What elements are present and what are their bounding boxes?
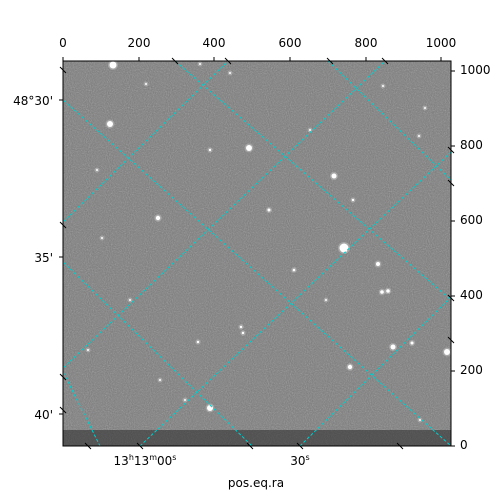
wcs-tick xyxy=(59,373,67,381)
star xyxy=(155,215,161,221)
star xyxy=(444,349,450,355)
sky-noise xyxy=(63,61,451,446)
ra-grid-line xyxy=(174,61,451,301)
bottom-dark-band xyxy=(63,430,451,446)
wcs-tick xyxy=(171,57,179,65)
star xyxy=(196,340,200,344)
dec-grid-line xyxy=(139,151,451,446)
star xyxy=(87,349,89,351)
dec-grid-line xyxy=(63,61,386,369)
right-tick-label: 800 xyxy=(460,138,483,152)
dec-tick-label: 35' xyxy=(34,251,53,265)
star xyxy=(418,135,420,137)
right-tick-label: 400 xyxy=(460,288,483,302)
star xyxy=(424,107,426,109)
ra-grid-line xyxy=(63,371,101,446)
star xyxy=(380,290,384,294)
star xyxy=(410,341,414,345)
star xyxy=(309,129,311,131)
wcs-tick xyxy=(224,57,232,65)
left-dec-labels: 48°30' 35' 40' xyxy=(13,94,53,422)
right-tick-label: 1000 xyxy=(460,63,491,77)
star xyxy=(159,379,161,381)
star xyxy=(199,63,201,65)
image-panel xyxy=(63,61,451,446)
star xyxy=(292,268,296,272)
star xyxy=(208,148,212,152)
top-tick-label: 400 xyxy=(203,36,226,50)
star xyxy=(101,237,103,239)
bottom-ra-labels: 13h13m00s 30s xyxy=(114,453,310,468)
wcs-tick xyxy=(246,442,254,450)
plot-frame xyxy=(62,60,452,447)
star xyxy=(339,243,349,253)
dec-grid-line xyxy=(63,61,229,223)
wcs-tick xyxy=(447,179,455,187)
right-tick-label: 600 xyxy=(460,213,483,227)
wcs-tick xyxy=(59,221,67,229)
star xyxy=(145,83,147,85)
star xyxy=(129,299,131,301)
top-tick-label: 200 xyxy=(128,36,151,50)
wcs-tick xyxy=(447,336,455,344)
star xyxy=(229,72,231,74)
star xyxy=(390,344,396,350)
coordinate-grid xyxy=(63,61,451,446)
stars-layer xyxy=(85,61,451,423)
dec-tick-label: 48°30' xyxy=(13,94,53,108)
star xyxy=(351,198,355,202)
star xyxy=(347,364,353,370)
ra-grid-line xyxy=(63,261,253,446)
dec-grid-line xyxy=(299,296,451,446)
star xyxy=(239,325,243,329)
star xyxy=(419,419,421,421)
star xyxy=(325,299,327,301)
top-tick-label: 1000 xyxy=(426,36,457,50)
wcs-tick xyxy=(59,406,67,414)
wcs-tick xyxy=(447,146,455,154)
star xyxy=(246,145,252,151)
star xyxy=(241,331,245,335)
right-tick-label: 0 xyxy=(460,438,468,452)
ra-tick-label-30s: 30s xyxy=(290,453,309,468)
wcs-tick xyxy=(326,57,334,65)
ra-tick-label-1300: 13h13m00s xyxy=(114,453,177,468)
star xyxy=(386,289,390,293)
dec-tick-label: 40' xyxy=(34,408,53,422)
top-axis-labels: 0 200 400 600 800 1000 xyxy=(59,36,456,50)
top-tick-label: 0 xyxy=(59,36,67,50)
star xyxy=(331,173,337,179)
right-axis-labels: 0 200 400 600 800 1000 xyxy=(460,63,491,452)
star xyxy=(376,262,380,266)
ra-grid-line xyxy=(327,61,451,181)
right-tick-label: 200 xyxy=(460,363,483,377)
pixel-axis-ticks xyxy=(59,57,455,450)
star xyxy=(184,399,186,401)
wcs-tick xyxy=(296,442,304,450)
star xyxy=(109,61,117,69)
x-axis-title: pos.eq.ra xyxy=(228,476,284,490)
wcs-tick xyxy=(136,442,144,450)
wcs-tick xyxy=(396,442,404,450)
top-tick-label: 600 xyxy=(279,36,302,50)
star xyxy=(107,121,113,127)
star xyxy=(207,405,213,411)
wcs-tick xyxy=(84,442,92,450)
wcs-tick xyxy=(447,294,455,302)
top-tick-label: 800 xyxy=(355,36,378,50)
wcs-tick xyxy=(381,57,389,65)
star xyxy=(382,85,384,87)
ra-grid-line xyxy=(63,99,451,446)
wcs-tick xyxy=(59,66,67,74)
star xyxy=(267,208,271,212)
star xyxy=(96,169,98,171)
